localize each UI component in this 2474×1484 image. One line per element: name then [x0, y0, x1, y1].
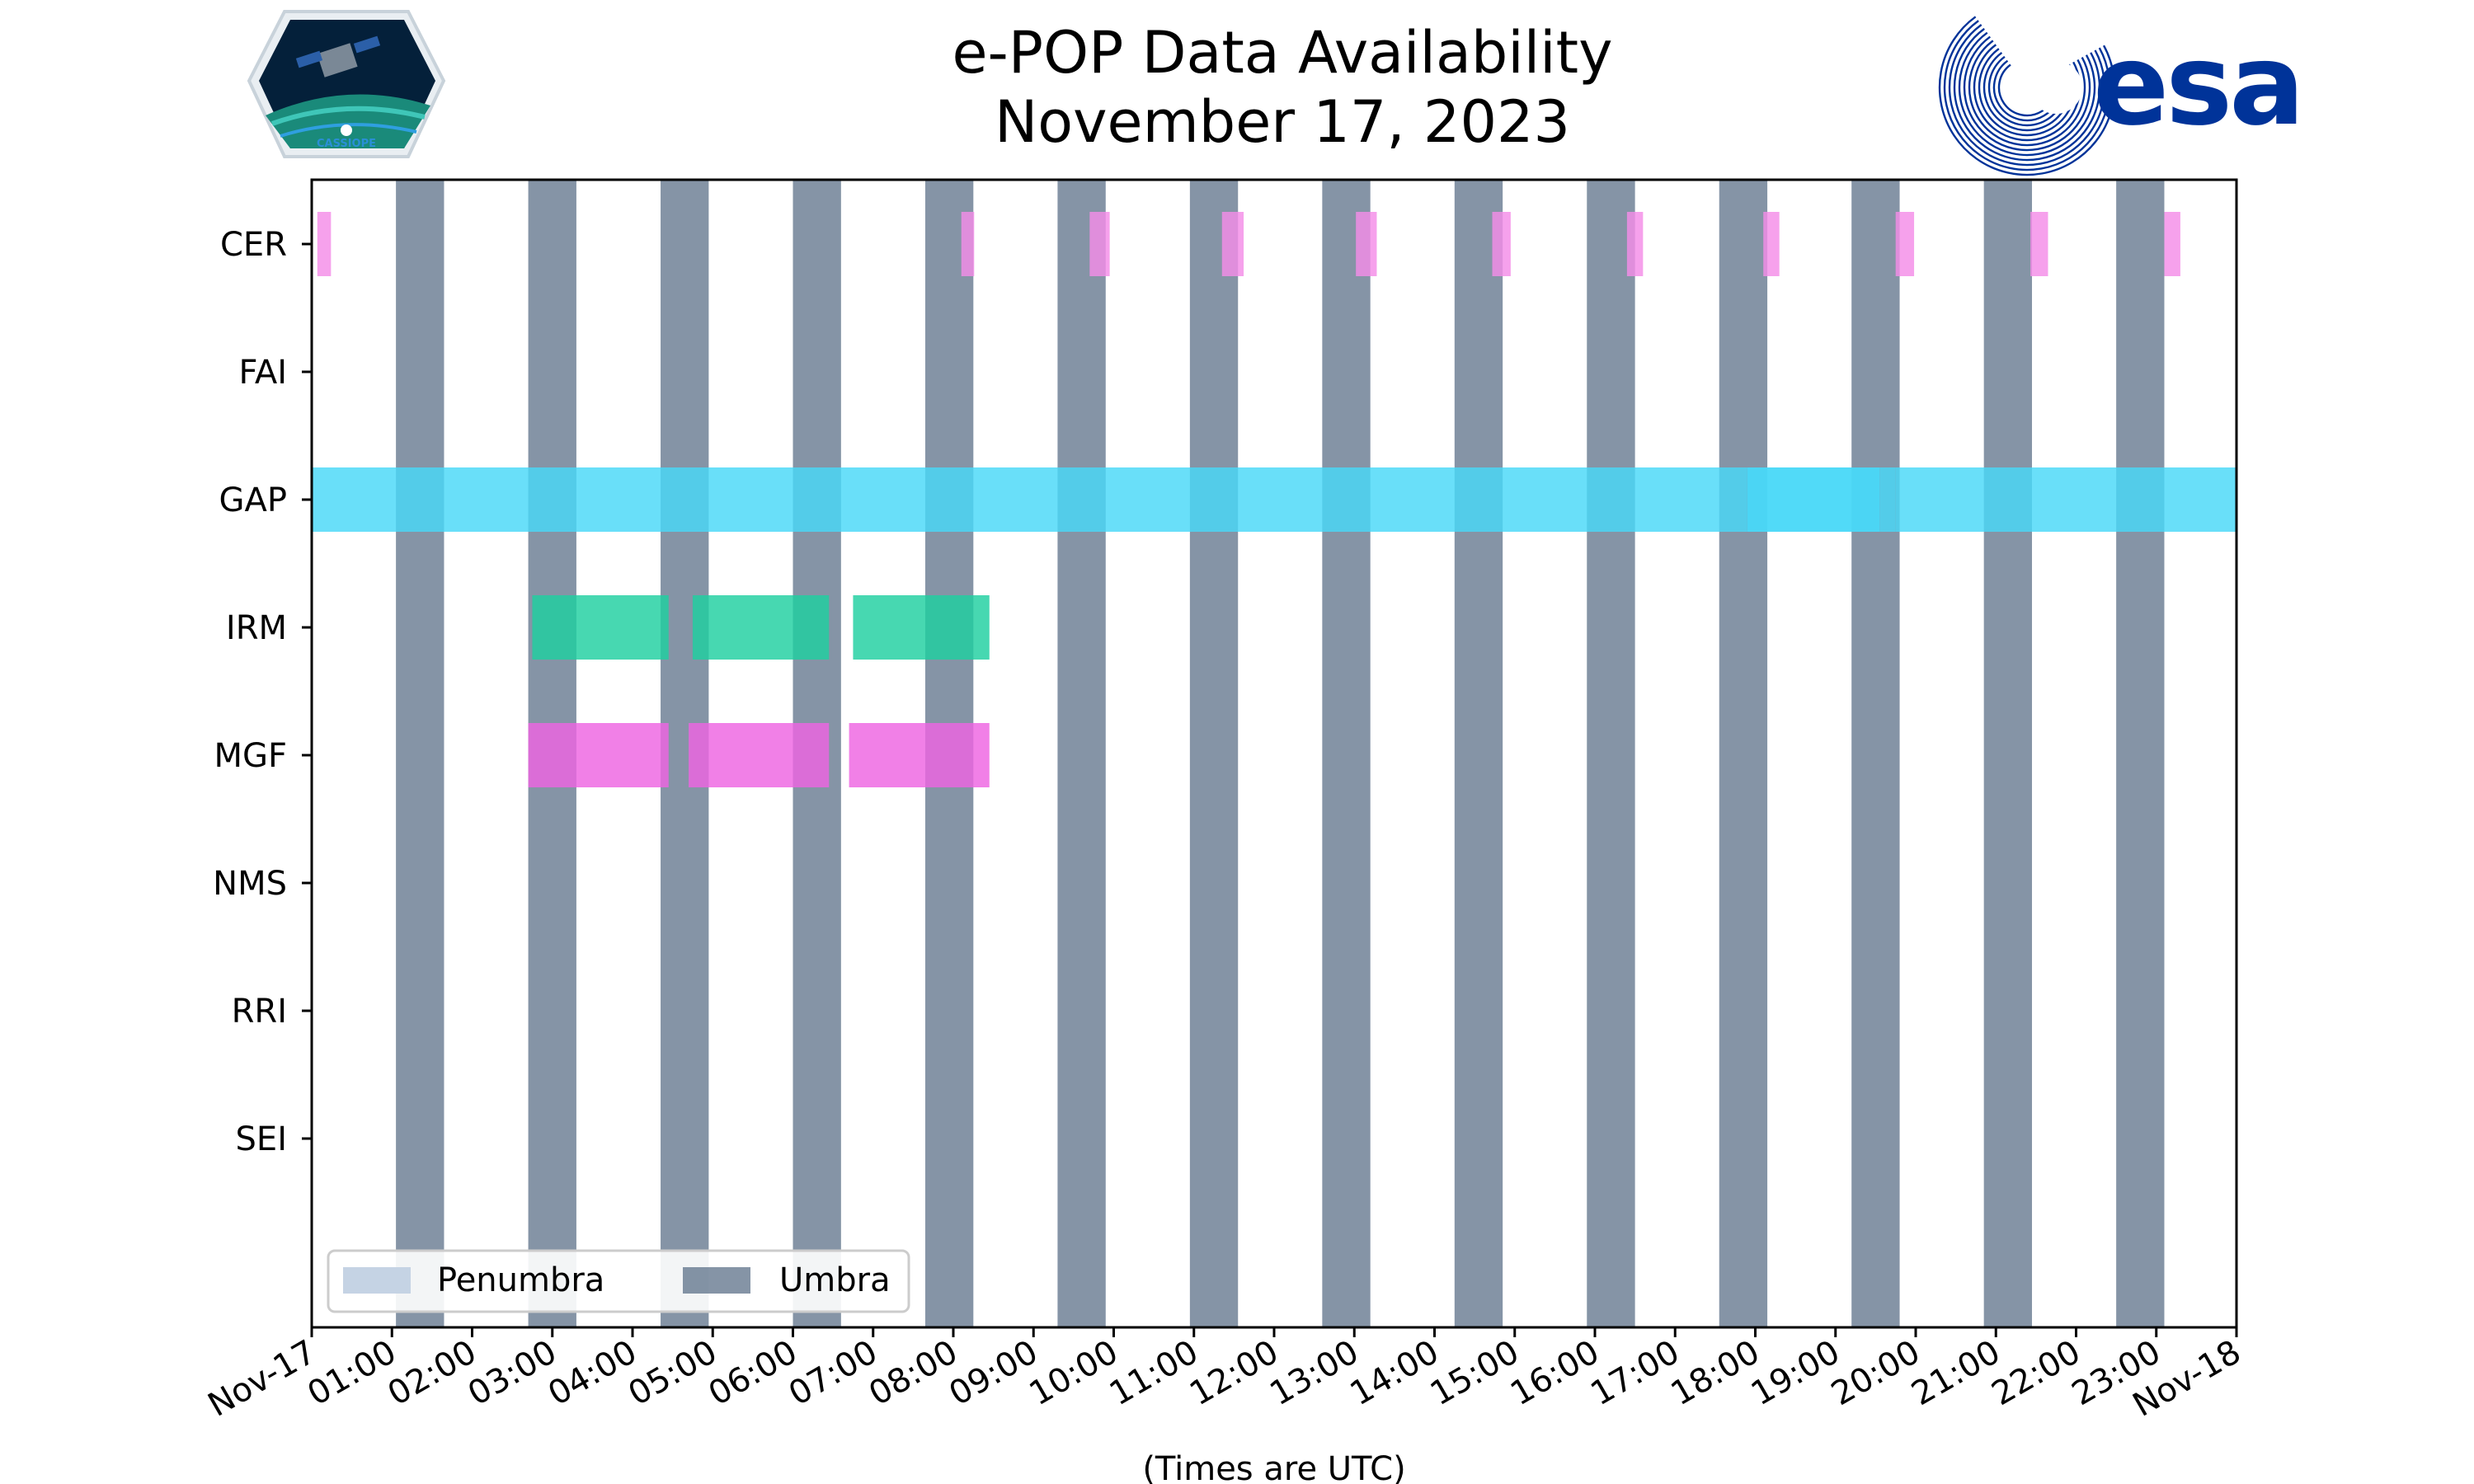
availability-bar-mgf [689, 723, 830, 787]
availability-bar-cer [1356, 212, 1377, 276]
availability-bar-mgf [849, 723, 990, 787]
legend-label-umbra: Umbra [779, 1261, 891, 1299]
legend-swatch-penumbra [343, 1267, 411, 1294]
esa-swirl-arc [1963, 35, 2091, 152]
x-axis-label: (Times are UTC) [1142, 1450, 1405, 1484]
availability-bar-gap [1747, 467, 1880, 532]
x-tick-label: 06:00 [703, 1333, 804, 1413]
umbra-band [1189, 180, 1239, 1327]
availability-bar-mgf [528, 723, 669, 787]
esa-swirl-arc [1948, 24, 2106, 167]
legend-box [327, 1249, 910, 1313]
y-tick-label-mgf: MGF [214, 737, 287, 775]
x-tick-label: 03:00 [462, 1333, 563, 1413]
availability-bar-cer [317, 212, 332, 276]
umbra-band [396, 180, 444, 1327]
esa-logo-text: esa [2093, 21, 2302, 151]
x-tick-label: 16:00 [1504, 1333, 1606, 1413]
x-tick-label: 07:00 [783, 1333, 884, 1413]
availability-bar-irm [532, 595, 669, 660]
esa-logo: esa [1938, 16, 2305, 176]
chart-title: e-POP Data Availability [952, 19, 1612, 87]
x-tick-label: 11:00 [1103, 1333, 1205, 1413]
x-tick-label: 19:00 [1745, 1333, 1846, 1413]
esa-swirl-arc [1953, 27, 2101, 162]
y-tick-label-fai: FAI [239, 354, 288, 392]
x-axis: Nov-1701:0002:0003:0004:0005:0006:0007:0… [202, 1327, 2247, 1425]
x-tick-label: 22:00 [1986, 1333, 2087, 1413]
x-tick-label: 21:00 [1905, 1333, 2006, 1413]
x-tick-label: 04:00 [542, 1333, 643, 1413]
cassiope-logo: CASSIOPE [247, 10, 446, 158]
availability-bar-cer [1895, 212, 1915, 276]
instrument-series [312, 212, 2236, 787]
legend-swatch-umbra [683, 1267, 750, 1294]
availability-bar-irm [853, 595, 990, 660]
x-tick-label: 18:00 [1665, 1333, 1766, 1413]
umbra-band [1322, 180, 1371, 1327]
x-tick-label: 14:00 [1344, 1333, 1446, 1413]
availability-bar-cer [1089, 212, 1110, 276]
availability-bar-cer [961, 212, 975, 276]
umbra-band [1587, 180, 1635, 1327]
availability-bar-cer [2164, 212, 2180, 276]
x-tick-label: 09:00 [943, 1333, 1044, 1413]
availability-bar-cer [1763, 212, 1780, 276]
chart-subtitle: November 17, 2023 [995, 88, 1570, 156]
x-tick-label: 10:00 [1023, 1333, 1125, 1413]
x-tick-label: 05:00 [622, 1333, 723, 1413]
esa-swirl-arc [1938, 16, 2116, 176]
x-tick-label: 17:00 [1584, 1333, 1686, 1413]
y-tick-label-irm: IRM [226, 609, 287, 647]
x-tick-label: 01:00 [301, 1333, 402, 1413]
umbra-band [1454, 180, 1503, 1327]
umbra-band [1719, 180, 1768, 1327]
esa-swirl [1938, 16, 2116, 176]
umbra-band [1983, 180, 2033, 1327]
plot-area: CER FAI GAP IRM MGF NMS RRI SEI Nov-1701:0002:0… [202, 178, 2247, 1425]
availability-bar-cer [1492, 212, 1511, 276]
y-axis: CER FAI GAP IRM MGF NMS RRI SEI [213, 226, 312, 1158]
umbra-band [1851, 180, 1900, 1327]
esa-swirl-arc [1958, 31, 2096, 157]
availability-bar-gap [1895, 467, 2236, 532]
y-tick-label-cer: CER [220, 226, 287, 264]
x-tick-label: 15:00 [1424, 1333, 1526, 1413]
esa-swirl-arc [1968, 40, 2086, 147]
y-tick-label-nms: NMS [213, 865, 287, 903]
y-tick-label-sei: SEI [236, 1120, 287, 1158]
esa-swirl-arc [1943, 20, 2111, 171]
availability-bar-cer [2030, 212, 2048, 276]
availability-bar-gap [312, 467, 1747, 532]
x-tick-label: 13:00 [1263, 1333, 1365, 1413]
umbra-band [1057, 180, 1106, 1327]
availability-bar-cer [1626, 212, 1644, 276]
availability-bar-gap [1879, 467, 1896, 532]
cassiope-logo-text: CASSIOPE [317, 138, 376, 150]
x-tick-label: 20:00 [1825, 1333, 1926, 1413]
y-tick-label-rri: RRI [232, 993, 287, 1031]
x-tick-label: 02:00 [382, 1333, 483, 1413]
legend-label-penumbra: Penumbra [437, 1261, 604, 1299]
x-tick-label: 08:00 [863, 1333, 964, 1413]
availability-bar-cer [1221, 212, 1244, 276]
x-tick-label: 12:00 [1183, 1333, 1285, 1413]
legend: Penumbra Umbra [327, 1249, 910, 1313]
umbra-band [2116, 180, 2165, 1327]
y-tick-label-gap: GAP [219, 481, 287, 519]
availability-bar-irm [692, 595, 830, 660]
